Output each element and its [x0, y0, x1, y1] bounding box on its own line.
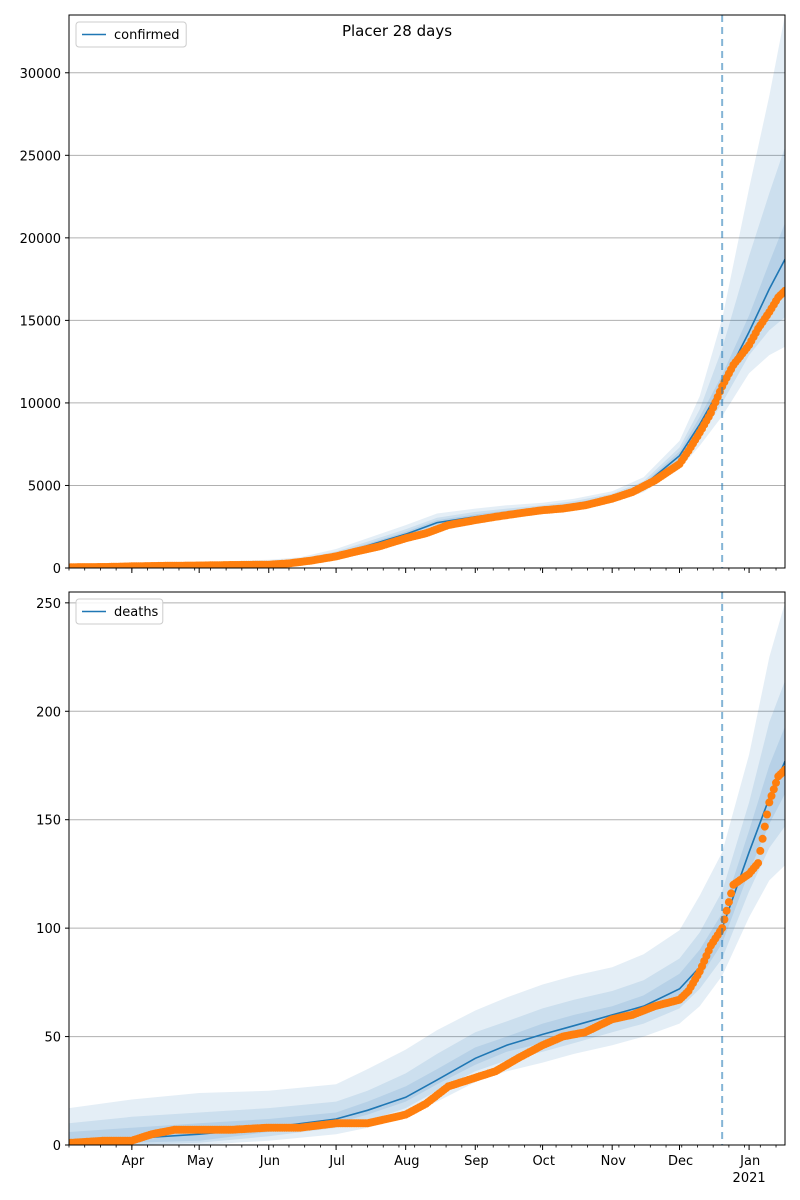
plot-area — [69, 15, 785, 568]
figure-title: Placer 28 days — [342, 22, 452, 40]
band-75-interval — [69, 680, 785, 1145]
legend-box — [75, 21, 187, 48]
x-tick-label: May — [187, 1154, 214, 1169]
y-tick-label: 5000 — [28, 479, 61, 494]
observed-point — [763, 810, 771, 819]
observed-point — [758, 834, 767, 843]
y-tick-label: 0 — [53, 562, 61, 577]
x-tick-label-year: 2021 — [733, 1171, 766, 1186]
x-tick-label: Dec — [668, 1154, 693, 1169]
y-tick-label: 250 — [36, 597, 61, 612]
legend: deaths — [75, 598, 164, 625]
deaths-panel: 0 50 100 150 200 250 Apr May Jun Jul Aug Sep Oct Nov D… — [36, 591, 786, 1186]
y-tick-label: 100 — [36, 922, 61, 937]
y-tick-label: 15000 — [20, 314, 61, 329]
observed-point — [781, 286, 785, 295]
y-tick-label: 20000 — [20, 232, 61, 247]
observed-point — [756, 846, 765, 855]
confirmed-panel: 0 5000 10000 15000 20000 25000 30000 confirmed — [20, 14, 786, 577]
y-tick-label: 10000 — [20, 397, 61, 412]
observed-point — [727, 889, 736, 898]
observed-point — [769, 785, 778, 794]
observed-point — [724, 898, 733, 907]
y-tick-label: 200 — [36, 705, 61, 720]
x-tick-label: Nov — [601, 1154, 627, 1169]
x-tick-label: Sep — [464, 1154, 489, 1169]
y-tick-label: 0 — [53, 1139, 61, 1154]
band-50-interval — [69, 223, 785, 568]
legend-label: deaths — [114, 605, 159, 620]
x-tick-label: Jun — [259, 1154, 280, 1169]
band-75-interval — [69, 147, 785, 568]
axes-frame — [68, 591, 786, 1146]
x-tick-label: Jan — [739, 1154, 760, 1169]
y-tick-label: 30000 — [20, 67, 61, 82]
observed-point — [781, 765, 785, 774]
x-tick-label: Oct — [532, 1154, 554, 1169]
observed-point — [760, 822, 769, 831]
legend-label: confirmed — [114, 28, 180, 43]
y-tick-label: 25000 — [20, 149, 61, 164]
legend-box — [75, 598, 164, 625]
legend: confirmed — [75, 21, 187, 48]
observed-point — [767, 791, 776, 800]
observed-point — [722, 906, 731, 915]
y-tick-label: 150 — [36, 814, 61, 829]
x-tick-label: Apr — [122, 1154, 145, 1169]
observed-point — [765, 798, 774, 807]
observed-point — [754, 859, 763, 868]
x-tick-label: Jul — [328, 1154, 345, 1169]
x-tick-label: Aug — [394, 1154, 419, 1169]
band-90-interval — [69, 602, 785, 1145]
observed-point — [772, 778, 780, 787]
y-tick-label: 50 — [44, 1031, 61, 1046]
plot-area — [69, 602, 785, 1145]
axes-frame — [68, 14, 786, 569]
